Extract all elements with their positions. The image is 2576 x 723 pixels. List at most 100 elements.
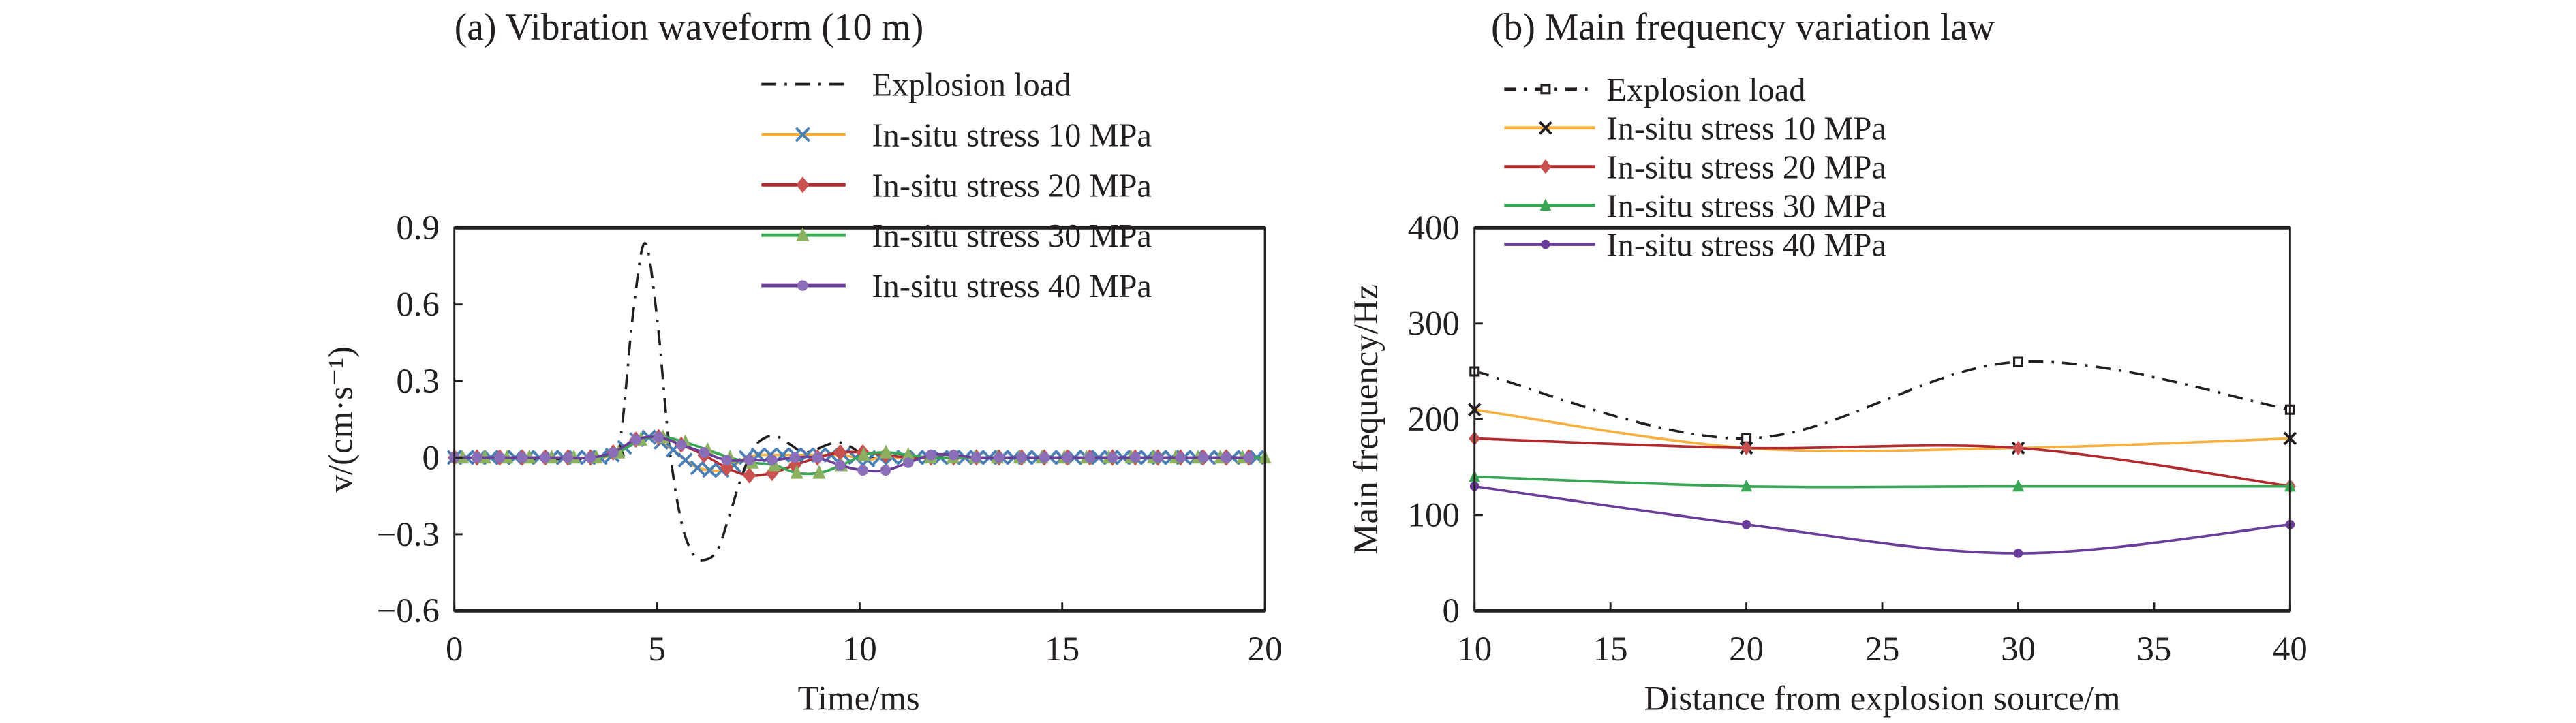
data-point	[743, 455, 755, 465]
y-tick-label: 300	[1408, 305, 1460, 343]
data-point	[879, 444, 893, 459]
legend-item-in-situ-stress-10-mpa: In-situ stress 10 MPa	[1504, 111, 1886, 147]
y-tick-label: 0	[1442, 592, 1459, 630]
legend-label: In-situ stress 10 MPa	[872, 117, 1152, 153]
legend-label: Explosion load	[872, 67, 1071, 103]
data-point	[1197, 452, 1209, 463]
data-point	[608, 447, 619, 458]
x-tick-label: 15	[1045, 630, 1079, 668]
data-point	[2012, 479, 2024, 492]
data-point	[948, 449, 960, 461]
legend-marker	[1540, 84, 1551, 95]
data-point	[677, 452, 693, 468]
data-point	[2012, 356, 2024, 367]
series-in-situ-stress-40-mpa	[1469, 481, 2295, 558]
y-tick-label: 100	[1408, 497, 1460, 535]
x-tick-label: 20	[1729, 630, 1764, 668]
x-tick-label: 30	[2001, 630, 2036, 668]
x-tick-label: 35	[2137, 630, 2172, 668]
data-point	[812, 465, 826, 479]
data-point	[1243, 452, 1255, 463]
data-point	[970, 452, 982, 463]
legend-item-in-situ-stress-20-mpa: In-situ stress 20 MPa	[1504, 150, 1886, 186]
legend-marker	[1539, 198, 1552, 211]
y-tick-label: 0.9	[396, 209, 440, 247]
data-point	[653, 431, 664, 443]
y-tick-label: 0	[422, 439, 439, 477]
data-point	[1062, 452, 1073, 463]
legend-item-in-situ-stress-20-mpa: In-situ stress 20 MPa	[761, 168, 1152, 204]
data-point	[790, 465, 803, 479]
data-point	[675, 439, 687, 450]
data-point	[835, 459, 846, 471]
data-point	[1107, 452, 1118, 463]
data-point	[903, 457, 914, 468]
x-tick-label: 0	[446, 630, 463, 668]
data-point	[562, 452, 573, 463]
legend-marker	[797, 280, 808, 291]
data-point	[902, 447, 915, 461]
data-point	[2012, 440, 2024, 456]
x-tick-label: 40	[2273, 630, 2307, 668]
y-tick-label: −0.3	[377, 516, 440, 554]
data-point	[1016, 452, 1028, 463]
series-in-situ-stress-30-mpa	[1469, 470, 2296, 492]
legend-item-in-situ-stress-30-mpa: In-situ stress 30 MPa	[761, 218, 1152, 254]
legend-item-in-situ-stress-40-mpa: In-situ stress 40 MPa	[761, 268, 1152, 305]
data-point	[585, 452, 596, 463]
x-tick-label: 5	[648, 630, 665, 668]
chart-title-b: (b) Main frequency variation law	[1491, 6, 1995, 48]
legend-marker	[1539, 159, 1552, 174]
data-point	[1221, 452, 1231, 463]
y-tick-label: −0.6	[377, 592, 440, 630]
series-in-situ-stress-40-mpa	[448, 431, 1255, 476]
data-point	[857, 465, 868, 476]
legend-marker	[1541, 239, 1550, 249]
data-point	[1741, 479, 1753, 492]
data-point	[494, 452, 506, 463]
data-point	[702, 463, 718, 478]
legend-a: Explosion load In-situ stress 10 MPa In-si…	[761, 67, 1152, 305]
data-point	[1175, 452, 1186, 463]
panel-a-vibration-waveform: (a) Vibration waveform (10 m) 0 5 10 15 20 −0…	[322, 6, 1283, 718]
series-line	[1474, 408, 2290, 452]
data-point	[1741, 440, 1753, 456]
data-point	[690, 460, 705, 476]
series-in-situ-stress-20-mpa	[1469, 431, 2296, 494]
legend-marker	[1539, 121, 1552, 135]
data-point	[1039, 452, 1050, 463]
legend-item-in-situ-stress-40-mpa: In-situ stress 40 MPa	[1504, 227, 1886, 263]
y-tick-label: 0.3	[396, 363, 440, 401]
x-tick-label: 25	[1865, 630, 1900, 668]
series-line	[1474, 360, 2290, 440]
axes-frame-b	[1473, 226, 2291, 612]
data-point	[1084, 452, 1095, 463]
x-tick-label: 20	[1248, 630, 1283, 668]
data-point	[472, 452, 482, 463]
legend-marker	[796, 176, 810, 194]
data-point	[699, 447, 709, 458]
legend-label: In-situ stress 20 MPa	[1607, 150, 1886, 186]
panel-b-main-frequency: (b) Main frequency variation law 10 15 20 2…	[1347, 6, 2307, 718]
data-point	[517, 452, 528, 463]
y-tick-label: 200	[1408, 401, 1460, 439]
x-axis-label-b: Distance from explosion source/m	[1644, 680, 2120, 718]
legend-label: In-situ stress 30 MPa	[1607, 189, 1886, 225]
legend-label: Explosion load	[1607, 72, 1806, 108]
data-point	[2013, 549, 2023, 558]
data-point	[857, 447, 871, 461]
data-point	[994, 452, 1005, 463]
data-point	[925, 449, 936, 461]
legend-label: In-situ stress 40 MPa	[1607, 227, 1886, 263]
chart-title-a: (a) Vibration waveform (10 m)	[455, 6, 924, 48]
series-line	[1474, 484, 2290, 555]
legend-label: In-situ stress 10 MPa	[1607, 111, 1886, 147]
series-line	[1474, 475, 2290, 489]
legend-item-in-situ-stress-30-mpa: In-situ stress 30 MPa	[1504, 189, 1886, 225]
legend-item-explosion-load: Explosion load	[761, 67, 1071, 103]
y-axis-label-b: Main frequency/Hz	[1347, 284, 1385, 555]
x-tick-label: 15	[1593, 630, 1628, 668]
